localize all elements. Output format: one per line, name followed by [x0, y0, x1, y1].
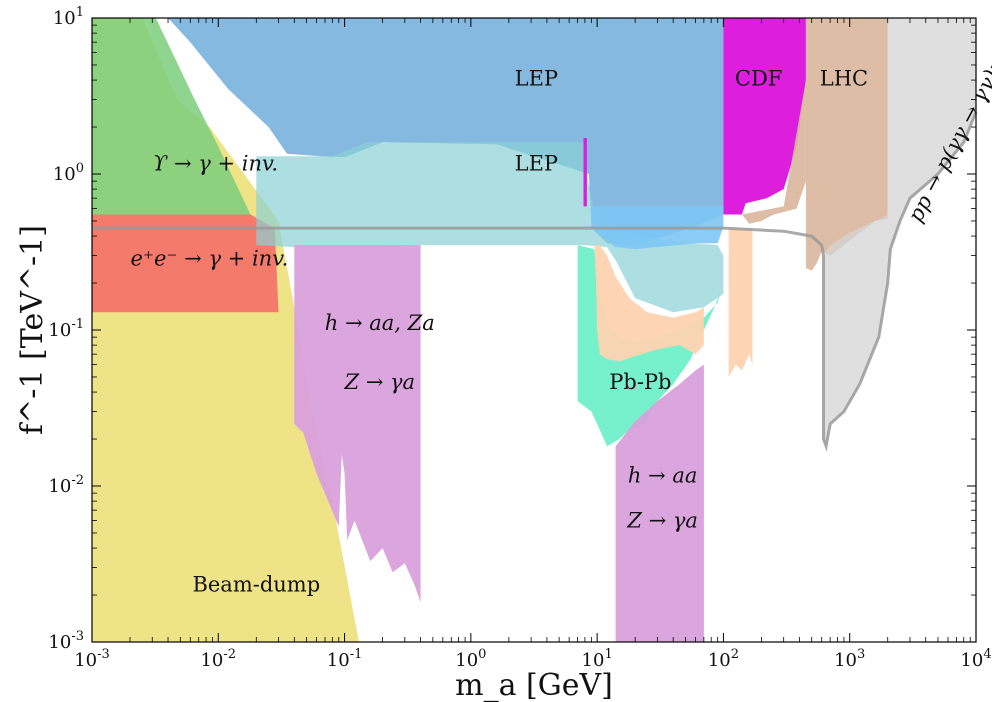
axis-ticks: 10-3 10-2 10-1 100 101 102 103 104 10-3 10-2 10-1 1… [48, 5, 991, 671]
region-label: e⁺e⁻ → γ + inv. [130, 246, 288, 270]
region-h-aa-lower [615, 364, 704, 642]
region-label: LEP [515, 152, 558, 176]
overlay-curve-group [92, 111, 978, 452]
y-tick-label: 10-3 [48, 629, 84, 653]
x-tick-label: 103 [834, 647, 865, 671]
region-cdf [723, 18, 806, 215]
region-label: h → aa [628, 464, 698, 488]
region-upsilon [92, 18, 251, 215]
axis-titles: m_a [GeV] f^-1 [TeV^-1] [15, 225, 613, 702]
region-ee-gamma [92, 214, 279, 313]
y-tick-label: 10-1 [48, 317, 84, 341]
x-tick-label: 10-3 [74, 647, 110, 671]
region-cdf-sliver [583, 138, 587, 207]
x-tick-label: 104 [960, 647, 991, 671]
y-tick-label: 10-2 [48, 473, 84, 497]
y-tick-label: 101 [53, 5, 84, 29]
region-lhc-band [741, 80, 806, 224]
y-tick-label: 100 [53, 161, 84, 185]
region-peach-strip [728, 228, 753, 377]
region-label: h → aa, Za [325, 311, 435, 335]
region-label: Z → γa [626, 509, 698, 533]
region-label: ϒ → γ + inv. [153, 152, 278, 176]
region-lhc [805, 18, 888, 271]
x-axis-title: m_a [GeV] [455, 668, 613, 702]
x-tick-label: 100 [455, 647, 486, 671]
y-axis-title: f^-1 [TeV^-1] [15, 225, 50, 435]
region-lep-upper [168, 18, 724, 246]
x-tick-label: 10-2 [200, 647, 236, 671]
region-label: Beam-dump [192, 573, 320, 597]
region-label: Z → γa [343, 370, 415, 394]
region-label: LHC [820, 66, 868, 90]
region-pp-gamma [823, 18, 976, 447]
x-tick-label: 102 [708, 647, 739, 671]
region-label: CDF [735, 66, 782, 90]
x-tick-label: 10-1 [327, 647, 363, 671]
region-label: Pb-Pb [609, 370, 671, 394]
x-tick-label: 101 [582, 647, 613, 671]
region-label: LEP [515, 66, 558, 90]
exclusion-regions [92, 18, 976, 642]
region-h-aa-za [294, 245, 421, 603]
pp-curve-line [92, 111, 978, 452]
region-peach [594, 245, 704, 362]
